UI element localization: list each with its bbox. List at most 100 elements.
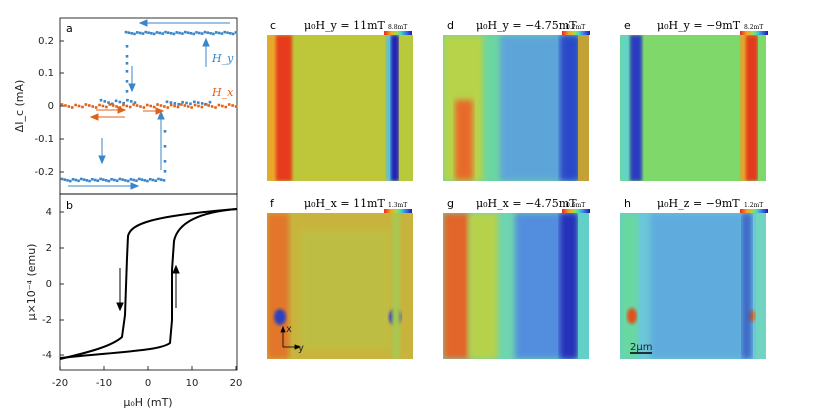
hx-point xyxy=(207,104,211,107)
panel-b-ylabel: μ×10⁻⁴ (emu) xyxy=(25,244,38,321)
map-d-title: μ₀H_y = −4.75mT xyxy=(476,19,577,32)
hy-point xyxy=(173,102,177,105)
hy-point xyxy=(181,32,184,35)
panel-a: a 0.2 0.1 0 -0.1 -0.2 H_y H_x ΔI_c (mA) xyxy=(13,17,238,195)
axes-glyph xyxy=(280,325,302,350)
panel-a-label: a xyxy=(66,22,73,35)
hy-point xyxy=(163,145,167,148)
hy-point xyxy=(114,99,118,103)
panel-a-ylabel: ΔI_c (mA) xyxy=(13,80,26,133)
hy-point xyxy=(124,30,128,34)
hy-point xyxy=(229,32,232,35)
hx-point xyxy=(111,104,115,107)
panel-b-ytick-label: 0 xyxy=(46,279,52,290)
map-h-label: h xyxy=(624,197,631,210)
panel-b-ytick-label: -4 xyxy=(42,350,52,361)
hx-point xyxy=(74,103,77,107)
hy-point xyxy=(161,32,164,35)
panel-b-arrows xyxy=(116,264,180,312)
panel-a-arrows xyxy=(68,19,230,190)
hx-point xyxy=(98,103,101,107)
hy-point xyxy=(138,31,142,35)
panel-b-xtick-label: -20 xyxy=(52,378,68,389)
hy-point xyxy=(66,179,69,182)
map-d: d μ₀H_y = −4.75mT 0.7mT xyxy=(443,19,590,181)
hy-point xyxy=(118,177,122,181)
hy-point xyxy=(99,177,102,181)
scalebar-label: 2μm xyxy=(630,342,652,353)
hy-point xyxy=(189,32,193,35)
hy-point xyxy=(200,32,204,35)
hy-point xyxy=(162,179,166,182)
hy-point xyxy=(113,178,116,182)
hy-point xyxy=(189,102,192,106)
panel-b-ytick-label: 2 xyxy=(46,243,52,254)
hy-point xyxy=(99,98,103,102)
hx-point xyxy=(60,103,64,106)
hy-point xyxy=(126,98,129,102)
hx-point xyxy=(190,106,193,109)
hy-point xyxy=(79,177,83,181)
hx-point xyxy=(91,105,95,108)
hx-point xyxy=(159,104,163,107)
hx-point xyxy=(105,105,108,109)
hy-point xyxy=(151,178,155,182)
map-c: c μ₀H_y = 11mT 8.8mT xyxy=(267,19,413,181)
hy-point xyxy=(93,178,97,182)
hy-point xyxy=(60,177,64,181)
axes-glyph-x: x xyxy=(286,324,292,335)
hx-point xyxy=(94,106,98,109)
hy-point xyxy=(196,101,200,104)
hx-point xyxy=(115,105,118,108)
hx-point xyxy=(149,104,153,108)
hy-point xyxy=(141,32,145,35)
map-d-label: d xyxy=(447,19,454,32)
hysteresis-descending-branch xyxy=(59,208,238,360)
axes-glyph-y: y xyxy=(298,343,304,354)
hx-point xyxy=(210,105,214,108)
hy-point xyxy=(133,32,136,36)
hx-point xyxy=(87,104,91,107)
hy-point xyxy=(125,90,129,93)
map-h-title: μ₀H_z = −9mT xyxy=(657,197,740,210)
hy-point xyxy=(107,101,110,104)
map-e-scale: 8.2mT xyxy=(744,24,763,31)
hy-point xyxy=(203,30,207,34)
panel-b-xlabel: μ₀H (mT) xyxy=(123,396,172,409)
hy-point xyxy=(130,32,133,35)
hy-point xyxy=(158,31,162,35)
hx-point xyxy=(128,105,132,109)
hx-point xyxy=(101,104,105,108)
hy-point xyxy=(163,170,167,173)
map-g-title: μ₀H_x = −4.75mT xyxy=(476,197,577,210)
hx-point xyxy=(173,104,176,108)
map-e-colorbar xyxy=(740,31,768,35)
hy-point xyxy=(125,55,129,58)
panel-a-ytick-label: 0 xyxy=(48,101,54,112)
panel-b-xtick-label: 0 xyxy=(145,378,151,389)
map-g: g μ₀H_x = −4.75mT 0.6mT xyxy=(443,197,590,359)
hy-point xyxy=(183,30,187,34)
hx-point xyxy=(122,103,125,107)
panel-b: b 420-2-4-20 -10 0 10 20 μ×10⁻⁴ (emu) μ₀H (m… xyxy=(25,193,242,409)
hx-point xyxy=(70,106,74,109)
hy-point xyxy=(146,179,149,183)
hy-point xyxy=(74,178,78,182)
hy-point xyxy=(133,101,137,104)
hx-point xyxy=(81,105,84,109)
hx-point xyxy=(142,106,146,109)
map-f-title: μ₀H_x = 11mT xyxy=(304,197,385,210)
hy-point xyxy=(103,100,107,103)
map-f-colorbar xyxy=(384,209,412,213)
hx-point xyxy=(156,103,159,106)
hy-point xyxy=(110,178,113,181)
hy-point xyxy=(102,178,105,181)
map-f: f μ₀H_x = 11mT 1.3mT x y xyxy=(267,197,413,359)
hy-point xyxy=(77,179,80,182)
hy-point xyxy=(217,31,221,35)
map-f-label: f xyxy=(270,197,275,210)
map-e-title: μ₀H_y = −9mT xyxy=(657,19,741,32)
hy-point xyxy=(220,32,224,35)
hy-point xyxy=(164,30,167,34)
hy-point xyxy=(212,32,215,36)
